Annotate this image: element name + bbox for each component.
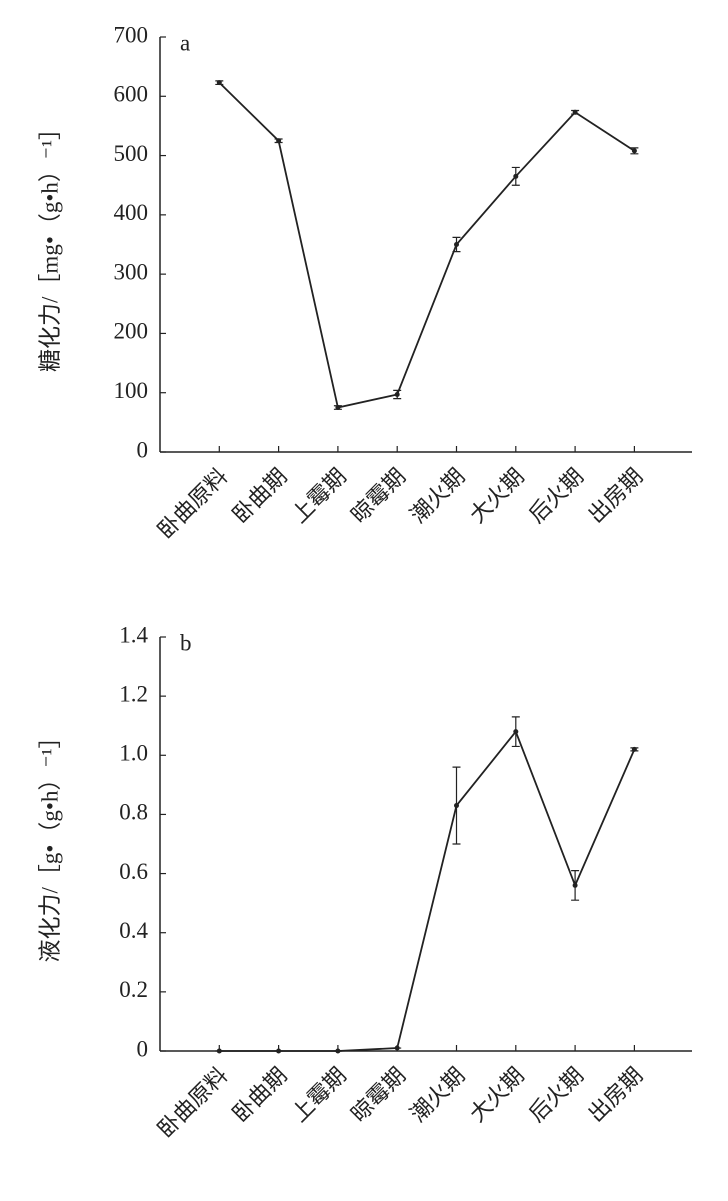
- x-tick-label: 上霉期: [287, 1062, 351, 1126]
- x-tick-label: 出房期: [583, 463, 647, 527]
- y-tick-label: 200: [114, 319, 149, 344]
- marker: [394, 391, 400, 397]
- marker: [216, 1048, 222, 1054]
- marker: [454, 242, 459, 247]
- panel-label: a: [180, 30, 190, 55]
- x-tick-label: 潮火期: [405, 1062, 469, 1126]
- x-tick-label: 卧曲原料: [152, 463, 232, 543]
- x-tick-label: 潮火期: [405, 463, 469, 527]
- x-tick-label: 后火期: [524, 463, 588, 527]
- y-tick-label: 500: [114, 141, 149, 166]
- x-tick-label: 卧曲原料: [152, 1062, 232, 1142]
- y-axis-label: 液化力/［g•（g•h）⁻¹］: [37, 725, 62, 962]
- panel-label: b: [180, 630, 192, 655]
- marker: [572, 882, 578, 888]
- marker: [276, 1048, 282, 1054]
- marker: [454, 803, 459, 809]
- x-tick-label: 卧曲期: [227, 1062, 291, 1126]
- marker: [394, 1045, 400, 1051]
- x-tick-label: 出房期: [583, 1062, 647, 1126]
- y-tick-label: 100: [114, 378, 149, 403]
- marker: [631, 148, 637, 154]
- x-tick-label: 大火期: [465, 463, 529, 527]
- x-tick-label: 后火期: [524, 1062, 588, 1126]
- marker: [513, 173, 519, 179]
- y-tick-label: 1.0: [119, 741, 148, 766]
- y-tick-label: 700: [114, 22, 149, 47]
- y-tick-label: 0: [137, 437, 149, 462]
- y-tick-label: 1.2: [119, 681, 148, 706]
- marker: [513, 729, 519, 735]
- y-tick-label: 1.4: [119, 622, 148, 647]
- x-tick-label: 卧曲期: [227, 463, 291, 527]
- y-tick-label: 0.4: [119, 918, 148, 943]
- y-tick-label: 0.6: [119, 859, 148, 884]
- line: [219, 729, 636, 1052]
- y-tick-label: 400: [114, 200, 149, 225]
- y-tick-label: 600: [114, 82, 149, 107]
- y-axis-label: 糖化力/［mg•（g•h）⁻¹］: [37, 117, 62, 372]
- marker: [335, 405, 341, 411]
- y-tick-label: 0.8: [119, 800, 148, 825]
- y-tick-label: 0: [137, 1036, 149, 1061]
- y-tick-label: 0.2: [119, 977, 148, 1002]
- y-tick-label: 300: [114, 259, 149, 284]
- marker: [631, 746, 637, 752]
- line: [218, 82, 635, 409]
- marker: [335, 1048, 341, 1054]
- marker: [572, 109, 578, 115]
- marker: [216, 80, 222, 86]
- x-tick-label: 上霉期: [287, 463, 351, 527]
- x-tick-label: 晾霉期: [346, 463, 410, 527]
- x-tick-label: 大火期: [465, 1062, 529, 1126]
- x-tick-label: 晾霉期: [346, 1062, 410, 1126]
- marker: [276, 138, 282, 144]
